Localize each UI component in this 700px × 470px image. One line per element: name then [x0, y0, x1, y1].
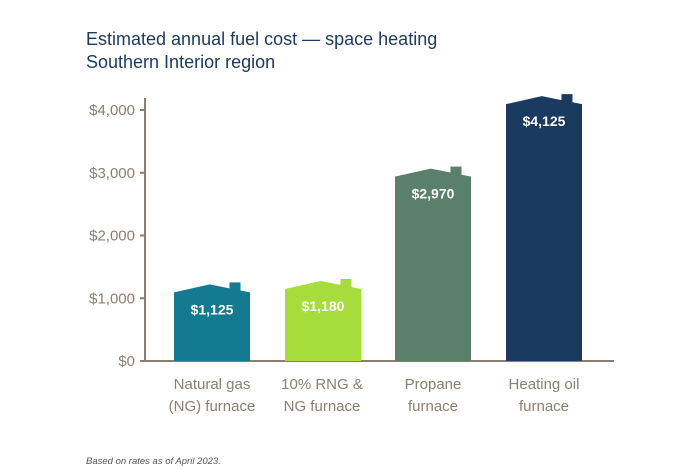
x-category-label: Propane furnace	[405, 376, 462, 415]
footnote: Based on rates as of April 2023.	[86, 456, 221, 467]
x-category-label: 10% RNG & NG furnace	[281, 376, 363, 415]
y-tick-label: $0	[118, 353, 135, 370]
chart-title-line-1: Estimated annual fuel cost — space heati…	[86, 29, 438, 49]
bar	[285, 278, 361, 361]
x-category-label: Natural gas (NG) furnace	[169, 376, 256, 415]
data-label: $1,180	[302, 298, 345, 314]
chart-title: Estimated annual fuel cost — space heati…	[86, 28, 437, 74]
x-category-label: Heating oil furnace	[509, 376, 580, 415]
y-tick-label: $1,000	[89, 290, 135, 307]
data-label: $4,125	[523, 113, 566, 129]
chart-subtitle: Southern Interior region	[86, 52, 276, 72]
y-tick-label: $3,000	[89, 165, 135, 182]
y-tick-label: $2,000	[89, 228, 135, 245]
bar	[174, 282, 250, 361]
data-label: $2,970	[412, 186, 455, 202]
y-tick-label: $4,000	[89, 102, 135, 119]
bar	[395, 166, 471, 361]
data-label: $1,125	[191, 301, 234, 317]
bar	[506, 94, 582, 361]
